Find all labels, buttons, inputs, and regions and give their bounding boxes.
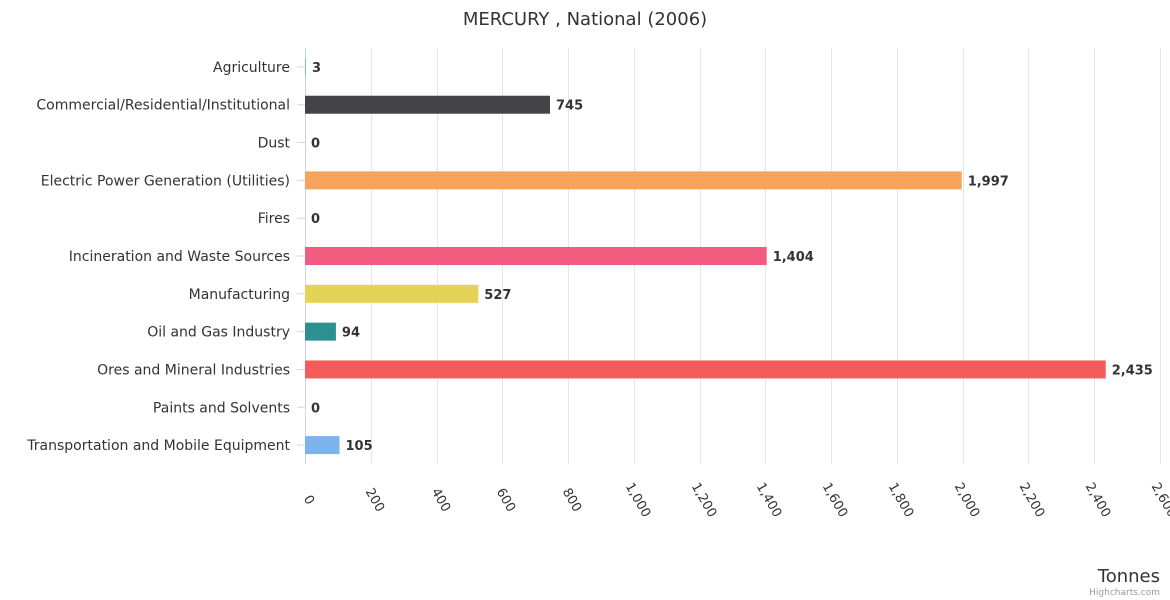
category-label: Transportation and Mobile Equipment (26, 438, 290, 454)
data-label: 2,435 (1112, 363, 1153, 378)
data-label: 94 (342, 326, 360, 341)
bar[interactable] (305, 57, 306, 76)
category-label: Ores and Mineral Industries (97, 362, 290, 378)
bar[interactable] (305, 436, 340, 455)
tick-label: 2,600 (1148, 480, 1170, 520)
chart-title: MERCURY , National (2006) (463, 9, 707, 30)
tick-label: 1,200 (688, 480, 720, 520)
category-label: Electric Power Generation (Utilities) (41, 173, 290, 189)
tick-label: 600 (493, 486, 518, 515)
credits-link[interactable]: Highcharts.com (1089, 588, 1160, 598)
category-label: Agriculture (213, 60, 290, 76)
data-label: 745 (556, 99, 583, 114)
tick-label: 1,600 (819, 480, 851, 520)
tick-label: 2,000 (951, 480, 983, 520)
data-label: 0 (311, 137, 320, 152)
bar[interactable] (305, 171, 962, 190)
value-axis-title: Tonnes (1097, 566, 1160, 587)
category-label: Paints and Solvents (153, 400, 290, 416)
category-label: Fires (258, 211, 290, 227)
category-label: Commercial/Residential/Institutional (36, 98, 290, 114)
data-labels: 3 745 0 1,997 0 1,404 527 94 2,435 0 105 (311, 61, 1153, 454)
data-label: 527 (484, 288, 511, 303)
tick-label: 200 (362, 486, 387, 515)
tick-label: 1,400 (753, 480, 785, 520)
tick-label: 0 (300, 493, 317, 508)
bars (305, 57, 1106, 455)
tick-label: 400 (428, 486, 453, 515)
tick-label: 2,400 (1082, 480, 1114, 520)
bar[interactable] (305, 95, 550, 114)
bar[interactable] (305, 360, 1106, 379)
category-label: Dust (258, 136, 291, 152)
tick-label: 1,800 (885, 480, 917, 520)
data-label: 3 (312, 61, 321, 76)
data-label: 0 (311, 401, 320, 416)
bar[interactable] (305, 247, 767, 265)
category-label: Oil and Gas Industry (147, 325, 290, 341)
category-label: Manufacturing (189, 287, 290, 303)
value-axis-tick-labels: 0 200 400 600 800 1,000 1,200 1,400 1,600 1,800 2,… (300, 480, 1170, 520)
category-labels: Agriculture Commercial/Residential/Instit… (26, 60, 305, 454)
data-label: 0 (311, 212, 320, 227)
bar[interactable] (305, 284, 479, 303)
tick-label: 1,000 (622, 480, 654, 520)
bar[interactable] (305, 322, 336, 341)
tick-label: 2,200 (1016, 480, 1048, 520)
data-label: 105 (346, 439, 373, 454)
data-label: 1,404 (773, 250, 814, 265)
tick-label: 800 (559, 486, 584, 515)
data-label: 1,997 (968, 174, 1009, 189)
category-label: Incineration and Waste Sources (69, 249, 290, 265)
